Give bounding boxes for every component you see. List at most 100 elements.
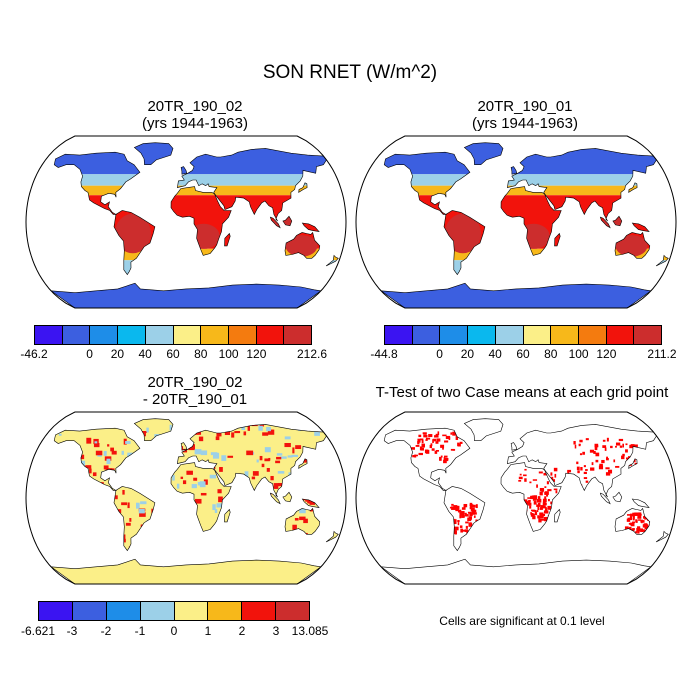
map-border (355, 411, 677, 585)
map-panel-4 (355, 411, 677, 585)
colorbar-swatch (495, 326, 524, 344)
map-border (355, 135, 677, 309)
colorbar-tick-label: 60 (166, 347, 180, 361)
colorbar-swatch (606, 326, 635, 344)
coastline-africa (500, 462, 562, 532)
coastline-antarctica (379, 558, 652, 585)
colorbar-panel-2-labels: -44.8 0 20 40 60 80 100 120 211.2 (370, 347, 676, 361)
coastline-na (383, 151, 471, 215)
colorbar-tick-label: 40 (138, 347, 152, 361)
colorbar-swatch (523, 326, 552, 344)
colorbar-swatch (90, 326, 119, 344)
coastline-japan (628, 182, 638, 193)
colorbar-panel-1-labels: -46.2 0 20 40 60 80 100 120 212.6 (20, 347, 327, 361)
coastline-eurasia (177, 424, 327, 498)
colorbar-tick-label: 100 (218, 347, 239, 361)
map-border (25, 135, 347, 309)
colorbar-swatch (578, 326, 607, 344)
coastline-madagascar (554, 232, 561, 247)
colorbar-tick-label: -2 (100, 624, 112, 638)
colorbar-tick-label: 100 (568, 347, 589, 361)
coastline-antarctica (49, 558, 322, 585)
map-panel-2 (355, 135, 677, 309)
land-field (409, 431, 656, 535)
colorbar-swatch (284, 326, 312, 344)
coastline-na (383, 427, 471, 491)
colorbar-tick-label: 40 (488, 347, 502, 361)
coastline-madagascar (554, 508, 561, 523)
colorbar-tick-label: -1 (134, 624, 146, 638)
colorbar-tick-label: 0 (86, 347, 93, 361)
colorbar-tick-label: -44.8 (370, 347, 398, 361)
coastline-newguinea (631, 498, 650, 509)
coastline-sa (113, 210, 156, 276)
colorbar-tick-label: 20 (110, 347, 125, 361)
coastline-greenland (463, 418, 504, 441)
land-field (51, 142, 339, 308)
colorbar-swatch (118, 326, 146, 344)
colorbar-tick-label: 120 (596, 347, 617, 361)
coastline-japan (298, 458, 308, 469)
colorbar-tick-label: 212.6 (296, 347, 328, 361)
colorbar-tick-label: 80 (544, 347, 558, 361)
coastline-australia (284, 507, 321, 535)
coastline-nz (655, 254, 669, 267)
map-panel-1 (25, 135, 347, 309)
colorbar-panel-2 (384, 325, 662, 345)
significance-note: Cells are significant at 0.1 level (439, 614, 605, 628)
coastline-borneo (282, 215, 293, 227)
colorbar-swatch (256, 326, 285, 344)
colorbar-tick-label: 1 (204, 624, 212, 638)
colorbar-tick-label: 3 (272, 624, 280, 638)
coastline-sumatra (269, 216, 281, 229)
colorbar-swatch (385, 326, 413, 344)
colorbar-swatch (174, 602, 209, 620)
colorbar-panel-3 (38, 601, 310, 621)
map-border (25, 411, 347, 585)
colorbar-swatch (201, 326, 229, 344)
coastline-madagascar (224, 232, 231, 247)
colorbar-swatch (72, 602, 107, 620)
panel-3-title: 20TR_190_02 - 20TR_190_01 (40, 374, 350, 408)
coastline-madagascar (224, 508, 231, 523)
coastline-nz (655, 530, 669, 543)
coastline-sa (443, 486, 486, 552)
land-field (51, 418, 339, 584)
colorbar-swatch (62, 326, 91, 344)
coastline-nz (325, 530, 339, 543)
coastline-greenland (133, 142, 174, 165)
panel-2-title-line2: (yrs 1944-1963) (472, 115, 578, 132)
coastline-sa (443, 210, 486, 276)
panel-3-title-line1: 20TR_190_02 (147, 374, 243, 391)
coastline-australia (614, 231, 651, 259)
coastline-na (53, 427, 141, 491)
colorbar-tick-label: 20 (460, 347, 475, 361)
coastline-sa (113, 486, 156, 552)
coastline-sumatra (599, 216, 611, 229)
panel-2-title: 20TR_190_01 (yrs 1944-1963) (370, 98, 680, 132)
colorbar-swatch (173, 326, 202, 344)
colorbar-tick-label: 0 (170, 624, 178, 638)
colorbar-panel-1 (34, 325, 312, 345)
coastline-australia (284, 231, 321, 259)
colorbar-swatch (145, 326, 174, 344)
colorbar-swatch (276, 602, 309, 620)
colorbar-tick-label: -6.621 (20, 624, 56, 638)
coastline-newguinea (631, 222, 650, 233)
colorbar-tick-label: 211.2 (647, 347, 677, 361)
colorbar-swatch (208, 602, 243, 620)
panel-1-title-line1: 20TR_190_02 (147, 98, 243, 115)
coastline-uk (180, 166, 188, 175)
colorbar-swatch (228, 326, 257, 344)
map-panel-3 (25, 411, 347, 585)
colorbar-swatch (39, 602, 73, 620)
coastline-japan (298, 182, 308, 193)
figure-title: SON RNET (W/m^2) (262, 62, 438, 83)
coastline-greenland (133, 418, 174, 441)
coastline-antarctica (49, 282, 322, 309)
colorbar-tick-label: 2 (238, 624, 246, 638)
coastline-newguinea (301, 222, 320, 233)
panel-4-title-line1: T-Test of two Case means at each grid po… (375, 384, 669, 401)
colorbar-swatch (35, 326, 63, 344)
colorbar-swatch (242, 602, 277, 620)
